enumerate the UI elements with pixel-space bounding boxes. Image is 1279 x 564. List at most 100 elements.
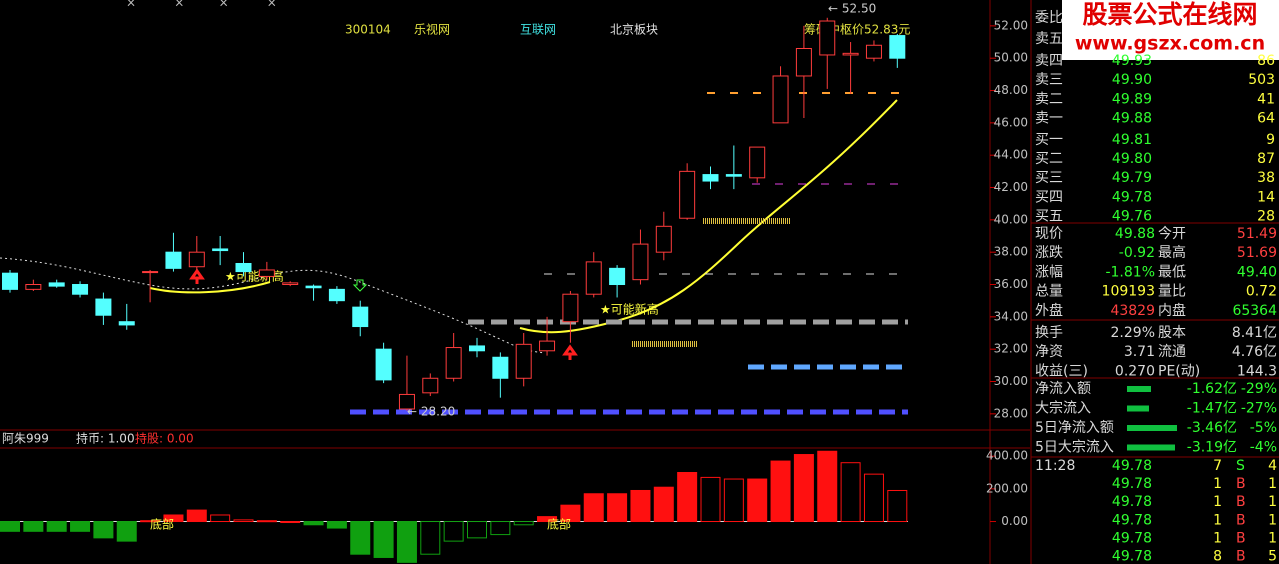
indicator-bar bbox=[350, 521, 371, 555]
indicator-bar bbox=[140, 520, 161, 523]
indicator-bar bbox=[700, 476, 721, 523]
indicator-bar bbox=[93, 521, 114, 539]
candle-body bbox=[422, 377, 439, 394]
panel-text: 净流入额 bbox=[1035, 381, 1091, 397]
panel-text: 卖五 bbox=[1035, 31, 1063, 47]
panel-text: 144.3 bbox=[1237, 363, 1277, 379]
stock-name: 乐视网 bbox=[414, 22, 450, 37]
panel-text: 49.81 bbox=[1112, 132, 1152, 148]
panel-text: 86 bbox=[1257, 53, 1275, 69]
panel-text: 49.89 bbox=[1112, 91, 1152, 107]
panel-text: 41 bbox=[1257, 91, 1275, 107]
panel-text: 委比 bbox=[1035, 10, 1063, 26]
indicator-bar bbox=[303, 521, 324, 526]
candle-body bbox=[492, 356, 509, 379]
indicator-bar bbox=[677, 472, 698, 523]
y-tick-label: 42.00 bbox=[994, 180, 1028, 194]
y-tick-label: 38.00 bbox=[994, 245, 1028, 259]
indicator-bar bbox=[467, 521, 487, 539]
panel-text: 87 bbox=[1257, 151, 1275, 167]
panel-text: 49.78 bbox=[1112, 458, 1152, 474]
panel-text: 14 bbox=[1257, 189, 1275, 205]
panel-text: PE(动) bbox=[1158, 363, 1200, 379]
candle-body bbox=[632, 243, 649, 281]
panel-text: 11:28 bbox=[1035, 458, 1075, 474]
y-tick-label: 0.00 bbox=[1001, 514, 1028, 528]
panel-text: 1 bbox=[1213, 512, 1222, 528]
panel-text: 收益(三) bbox=[1035, 363, 1088, 379]
panel-text: 49.88 bbox=[1112, 111, 1152, 127]
signal: ★可能新高 bbox=[225, 269, 284, 284]
panel-text: 9 bbox=[1266, 132, 1275, 148]
candle-body bbox=[212, 248, 229, 252]
candle-body bbox=[165, 251, 182, 269]
panel-text: 换手 bbox=[1035, 324, 1063, 341]
top-markers: × × × × bbox=[126, 0, 277, 10]
candle-body bbox=[842, 52, 859, 56]
indicator-bar bbox=[46, 521, 67, 532]
panel-text: 2.29% bbox=[1111, 325, 1155, 341]
panel-text: 49.88 bbox=[1115, 226, 1155, 242]
flow-bar bbox=[1127, 386, 1151, 392]
panel-text: 现价 bbox=[1035, 226, 1063, 242]
indicator-bar bbox=[537, 516, 558, 523]
candle-body bbox=[48, 282, 65, 287]
candle-body bbox=[749, 146, 766, 179]
panel-text: 49.78 bbox=[1112, 530, 1152, 546]
panel-text: 1 bbox=[1213, 476, 1222, 492]
candle-body bbox=[328, 288, 345, 302]
panel-text: 净资 bbox=[1035, 344, 1063, 360]
panel-text: 买四 bbox=[1035, 189, 1063, 205]
candle-body bbox=[72, 284, 89, 295]
panel-text: 涨跌 bbox=[1035, 245, 1063, 261]
indicator-bar bbox=[817, 450, 838, 523]
panel-text: -0.92 bbox=[1119, 245, 1155, 261]
candle-body bbox=[118, 321, 135, 326]
panel-text: 卖四 bbox=[1035, 53, 1063, 69]
indicator-bar bbox=[0, 521, 20, 532]
candle-body bbox=[375, 348, 392, 381]
panel-text: 49.76 bbox=[1112, 209, 1152, 225]
region: 北京板块 bbox=[610, 23, 658, 37]
candle-body bbox=[445, 347, 462, 379]
hold-stock: 持股: 0.00 bbox=[135, 431, 194, 446]
panel-text: -27% bbox=[1241, 401, 1277, 417]
indicator-bar bbox=[443, 521, 464, 542]
panel-text: 49.78 bbox=[1112, 494, 1152, 510]
panel-text: B bbox=[1236, 530, 1246, 546]
y-tick-label: 28.00 bbox=[994, 406, 1028, 420]
panel-text: -4% bbox=[1250, 440, 1277, 456]
candle-body bbox=[562, 293, 579, 323]
panel-text: 今开 bbox=[1158, 226, 1186, 242]
panel-text: 28 bbox=[1257, 209, 1275, 225]
watermark-url: www.gszx.com.cn bbox=[1075, 33, 1265, 55]
candle-body bbox=[142, 271, 159, 274]
panel-text: 最低 bbox=[1158, 264, 1186, 280]
panel-text: 51.49 bbox=[1237, 226, 1277, 242]
indicator-bar bbox=[326, 521, 347, 529]
indicator-bar bbox=[256, 520, 277, 523]
panel-text: -29% bbox=[1241, 381, 1277, 397]
y-tick-label: 32.00 bbox=[994, 342, 1028, 356]
indicator-bar bbox=[770, 460, 791, 523]
y-tick-label: 36.00 bbox=[994, 277, 1028, 291]
panel-text: 买一 bbox=[1035, 132, 1063, 148]
panel-text: 买三 bbox=[1035, 170, 1063, 186]
panel-text: 49.78 bbox=[1112, 549, 1152, 564]
candle-body bbox=[795, 47, 812, 77]
panel-text: 涨幅 bbox=[1035, 264, 1063, 280]
svg-text:× × ×: × × × × bbox=[126, 0, 277, 10]
panel-text: B bbox=[1236, 494, 1246, 510]
y-tick-label: 200.00 bbox=[986, 481, 1028, 495]
y-tick-label: 44.00 bbox=[994, 148, 1028, 162]
indicator-bar bbox=[373, 521, 394, 558]
panel-text: 1 bbox=[1213, 530, 1222, 546]
indicator-bar bbox=[653, 486, 674, 523]
indicator-bar bbox=[186, 509, 207, 523]
panel-text: 卖一 bbox=[1035, 111, 1063, 127]
panel-text: 0.72 bbox=[1246, 284, 1277, 300]
low-label: ← 28.20 bbox=[407, 405, 455, 419]
panel-text: 49.40 bbox=[1237, 264, 1277, 280]
